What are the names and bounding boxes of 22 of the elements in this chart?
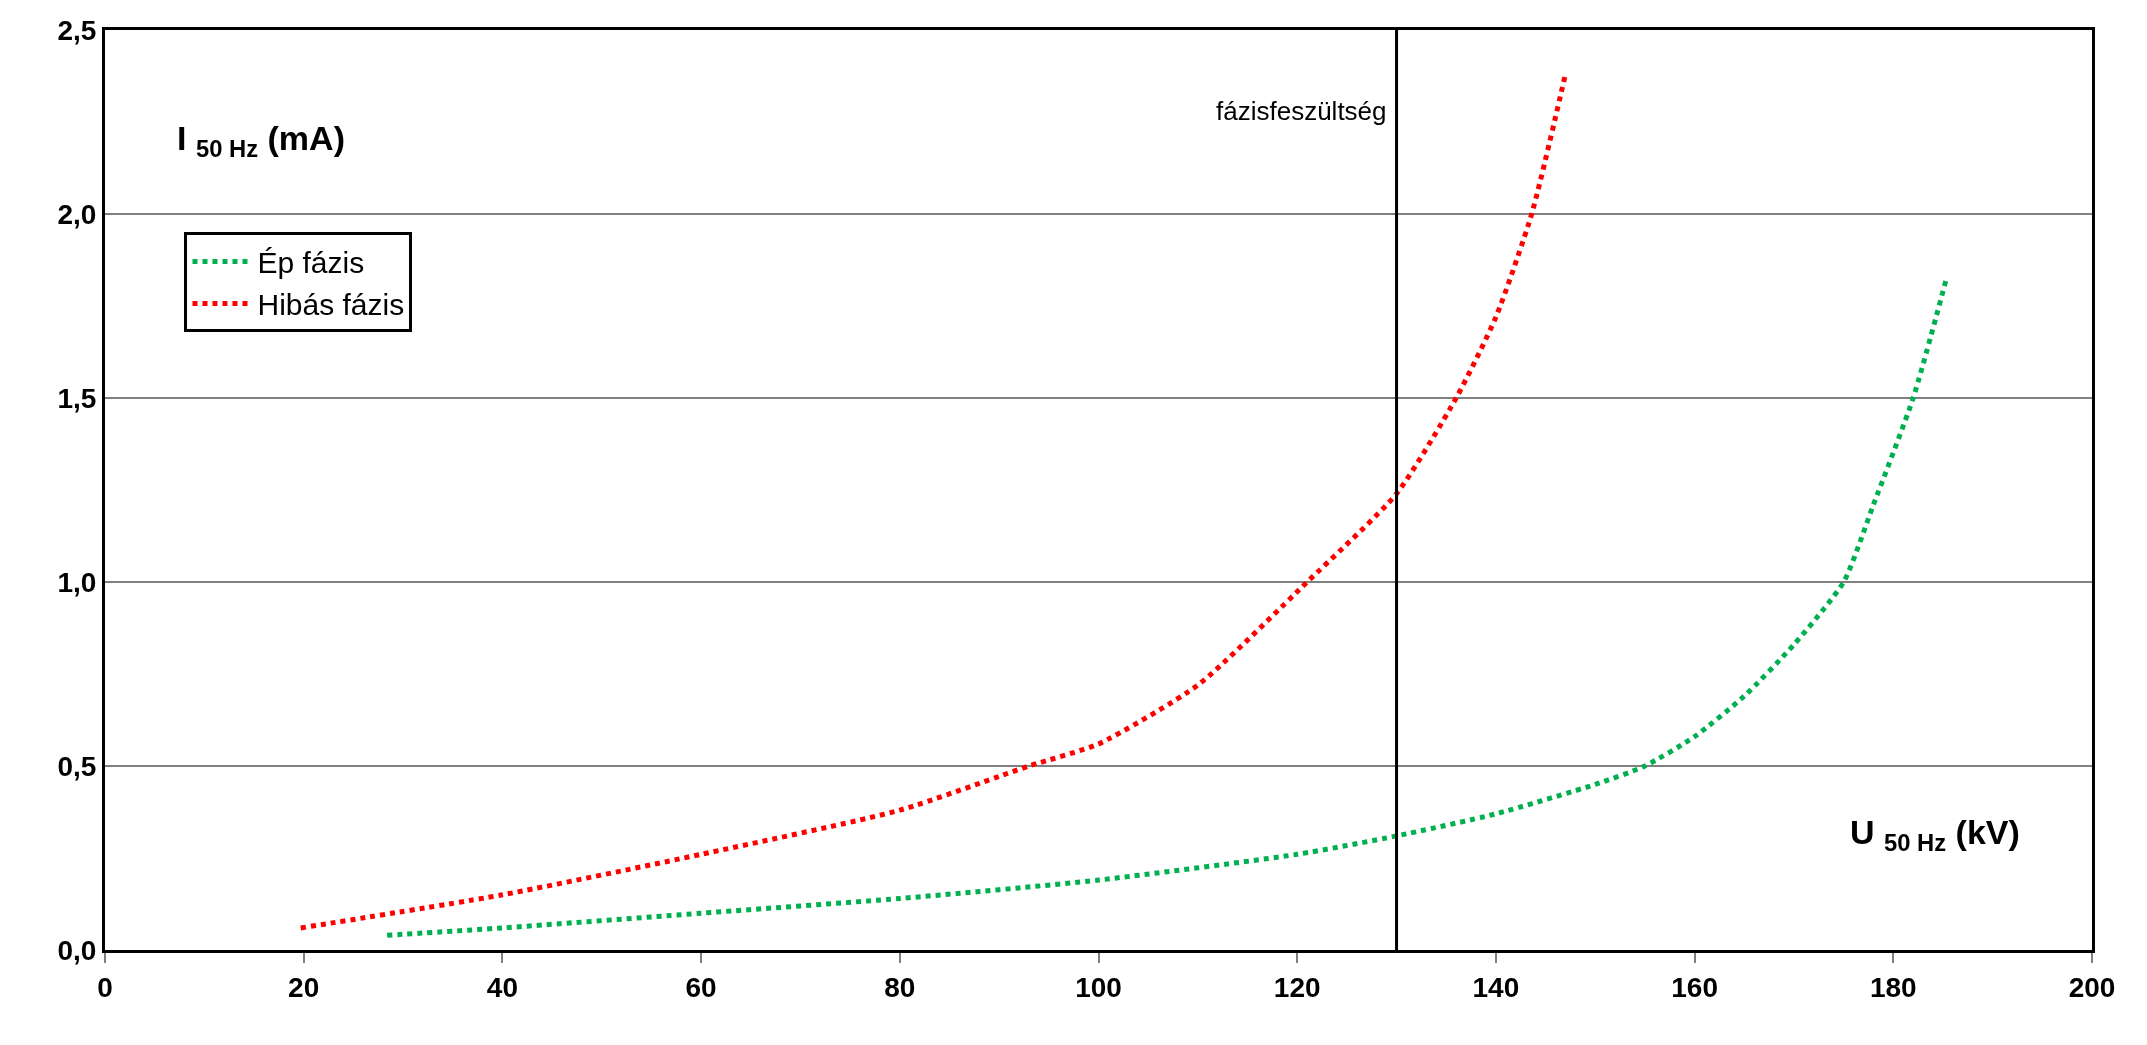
legend-label: Ép fázis — [257, 246, 365, 280]
ref-line-label: fázisfeszültség — [1216, 96, 1387, 126]
x-tick-label: 160 — [1671, 971, 1718, 1003]
y-tick-label: 1,0 — [57, 566, 97, 598]
x-tick-label: 200 — [2068, 971, 2116, 1003]
x-tick-label: 180 — [1869, 971, 1917, 1003]
y-tick-label: 2,0 — [57, 198, 97, 230]
x-tick-label: 120 — [1273, 971, 1321, 1003]
x-axis-title: U $_{50 Hz}$ (kV) — [1850, 813, 2020, 857]
y-tick-label: 2,5 — [57, 14, 97, 46]
x-tick-label: 40 — [486, 971, 518, 1003]
legend-label: Hibás fázis — [257, 288, 405, 322]
x-tick-label: 140 — [1472, 971, 1520, 1003]
x-tick-label: 60 — [685, 971, 717, 1003]
y-tick-label: 0,0 — [57, 934, 97, 966]
y-tick-label: 0,5 — [57, 750, 97, 782]
x-tick-label: 20 — [288, 971, 320, 1003]
y-tick-label: 1,5 — [57, 382, 97, 414]
x-tick-label: 100 — [1075, 971, 1122, 1003]
x-tick-label: 80 — [884, 971, 916, 1003]
x-tick-label: 0 — [97, 971, 113, 1003]
y-axis-title: I $_{50 Hz}$ (mA) — [177, 119, 345, 163]
